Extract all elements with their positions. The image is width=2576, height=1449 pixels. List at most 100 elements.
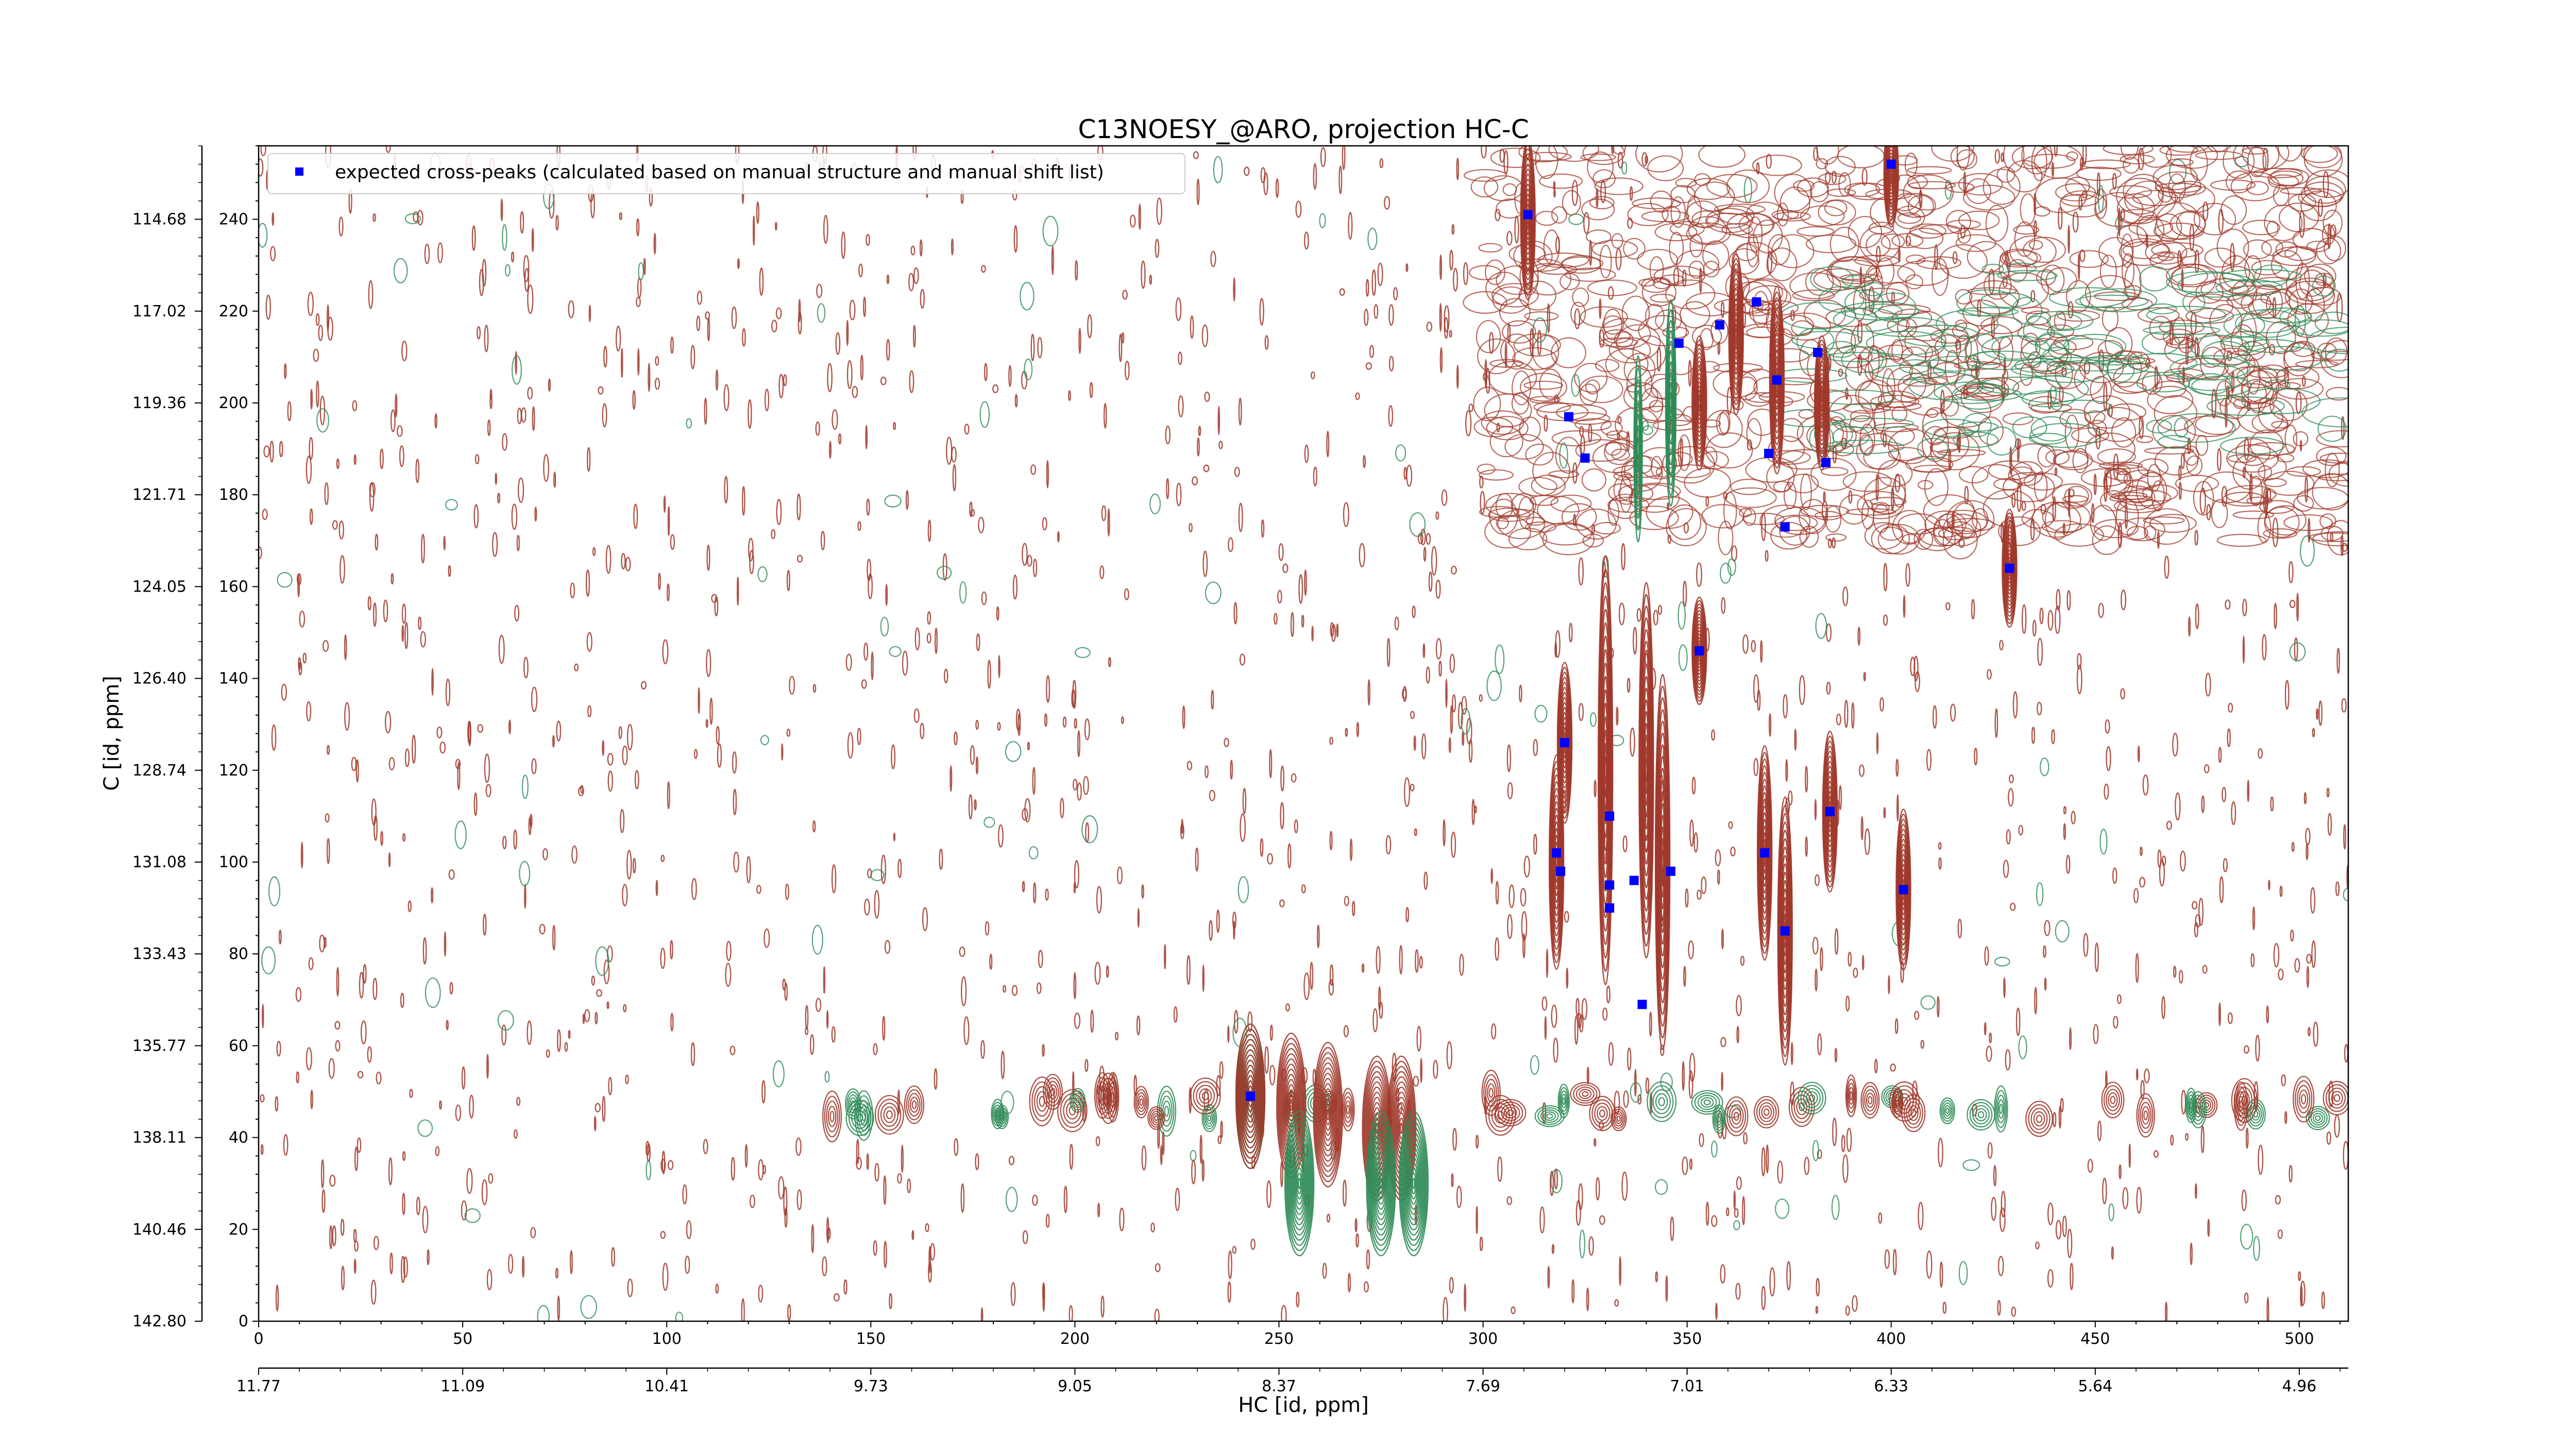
noise-contour — [930, 1243, 935, 1261]
noise-contour — [2305, 828, 2311, 846]
band-contour — [1752, 155, 1802, 176]
band-contour — [2242, 146, 2290, 170]
contour-ring — [1866, 1092, 1874, 1108]
y-axis: 020406080100120140160180200220240142.801… — [132, 145, 259, 1330]
band-contour — [1909, 223, 1946, 239]
noise-contour — [823, 214, 828, 244]
contour-ring — [1847, 1083, 1855, 1109]
noise-contour — [902, 650, 908, 676]
noise-contour — [2077, 653, 2082, 669]
band-contour — [1551, 337, 1586, 368]
noise-contour — [1895, 759, 1899, 777]
noise-contour — [2009, 903, 2016, 911]
noise-contour — [1355, 1233, 1359, 1248]
noise-contour — [662, 1150, 666, 1175]
band-contour — [2241, 379, 2274, 405]
noise-contour — [360, 1020, 367, 1044]
noise-contour — [1890, 1063, 1896, 1072]
noise-contour — [1042, 215, 1059, 247]
noise-contour — [1958, 430, 1961, 453]
noise-contour — [275, 1284, 279, 1312]
contour-ring — [1901, 1094, 1926, 1132]
y-tick-label-ppm: 121.71 — [132, 486, 187, 504]
noise-contour — [1554, 642, 1557, 658]
band-contour — [1581, 468, 1606, 492]
y-tick-label-ppm: 133.43 — [132, 945, 187, 963]
noise-contour — [596, 989, 603, 997]
noise-contour — [926, 633, 931, 644]
noise-contour — [1032, 767, 1036, 795]
contour-ring — [848, 1103, 872, 1133]
band-contour — [2136, 435, 2154, 443]
contour-ring — [1315, 1052, 1341, 1177]
ridge-peak — [1557, 1084, 1570, 1119]
noise-contour — [281, 683, 287, 701]
noise-contour — [1155, 1263, 1161, 1273]
y-tick-label-ppm: 135.77 — [132, 1037, 187, 1055]
noise-contour — [1192, 476, 1198, 486]
noise-contour — [2299, 535, 2315, 567]
expected-peak-marker — [1899, 885, 1908, 895]
noise-contour — [449, 982, 453, 995]
band-contour — [2012, 416, 2047, 439]
expected-peak-marker — [1764, 448, 1774, 458]
band-contour — [1863, 443, 1901, 470]
noise-contour — [1426, 322, 1433, 332]
contour-ring — [1999, 1104, 2003, 1115]
noise-contour — [1449, 249, 1453, 271]
noise-contour — [548, 378, 551, 392]
noise-contour — [1670, 1216, 1674, 1241]
noise-contour — [1363, 1281, 1369, 1293]
band-contour — [2003, 472, 2055, 502]
contour-ring — [1647, 1081, 1677, 1122]
band-contour — [2025, 310, 2052, 326]
noise-contour — [543, 454, 549, 482]
ridge-peak — [1691, 1090, 1723, 1115]
band-contour — [1907, 174, 1928, 190]
noise-contour — [1765, 550, 1769, 562]
band-contour — [1518, 280, 1557, 311]
contour-ring — [2191, 1094, 2206, 1125]
noise-contour — [1046, 460, 1049, 488]
peak-contour — [1654, 673, 1671, 1051]
band-contour — [1747, 408, 1777, 436]
y-tick-label-ppm: 131.08 — [132, 853, 187, 871]
noise-contour — [1419, 956, 1423, 969]
noise-contour — [1116, 866, 1123, 885]
y-tick-label-index: 40 — [229, 1129, 248, 1147]
noise-contour — [667, 506, 670, 536]
x-tick-label-ppm: 7.69 — [1466, 1377, 1500, 1395]
noise-contour — [298, 657, 301, 670]
contour-ring — [1691, 1090, 1723, 1115]
noise-contour — [1405, 907, 1409, 923]
noise-contour — [485, 784, 492, 798]
contour-ring — [2315, 1115, 2321, 1121]
noise-contour — [741, 485, 745, 516]
band-contour — [1903, 377, 1937, 387]
expected-peaks-layer — [1246, 159, 2014, 1101]
band-contour — [2206, 396, 2285, 416]
noise-contour — [2164, 1301, 2168, 1321]
noise-contour — [696, 315, 701, 331]
noise-contour — [2030, 290, 2036, 302]
noise-contour — [401, 341, 408, 362]
noise-contour — [1583, 212, 1590, 234]
negative-streak — [1665, 299, 1677, 507]
noise-contour — [715, 1284, 719, 1294]
noise-contour — [615, 325, 621, 352]
noise-contour — [1441, 489, 1448, 506]
noise-contour — [2044, 977, 2047, 991]
noise-contour — [640, 681, 647, 690]
band-contour — [2143, 325, 2221, 335]
contour-ring — [1756, 1099, 1777, 1125]
contour-ring — [1599, 1109, 1605, 1118]
noise-contour — [334, 1021, 341, 1030]
band-contour — [1838, 172, 1851, 197]
noise-contour — [1259, 298, 1264, 326]
noise-contour — [1621, 161, 1628, 175]
noise-contour — [1735, 1283, 1741, 1300]
noise-contour — [2301, 375, 2306, 387]
band-contour — [2211, 499, 2228, 528]
band-contour — [1582, 533, 1604, 548]
noise-contour — [698, 687, 700, 714]
